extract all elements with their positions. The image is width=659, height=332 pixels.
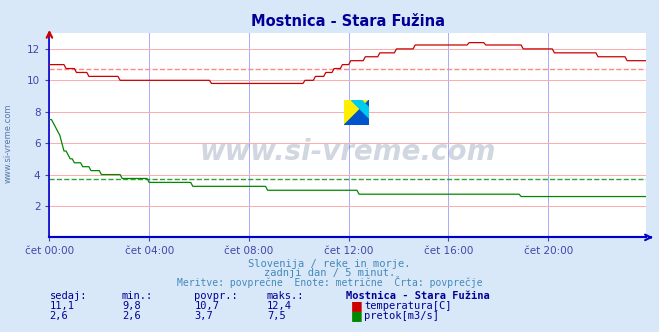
- Text: zadnji dan / 5 minut.: zadnji dan / 5 minut.: [264, 268, 395, 278]
- Title: Mostnica - Stara Fužina: Mostnica - Stara Fužina: [250, 14, 445, 29]
- Text: www.si-vreme.com: www.si-vreme.com: [200, 138, 496, 166]
- Text: 7,5: 7,5: [267, 311, 285, 321]
- Text: temperatura[C]: temperatura[C]: [364, 301, 452, 311]
- Polygon shape: [351, 100, 369, 118]
- Text: 3,7: 3,7: [194, 311, 213, 321]
- Text: sedaj:: sedaj:: [49, 291, 87, 301]
- Text: maks.:: maks.:: [267, 291, 304, 301]
- Text: 2,6: 2,6: [122, 311, 140, 321]
- Text: 2,6: 2,6: [49, 311, 68, 321]
- Text: ■: ■: [351, 309, 363, 322]
- Polygon shape: [344, 100, 369, 125]
- Text: povpr.:: povpr.:: [194, 291, 238, 301]
- Text: www.si-vreme.com: www.si-vreme.com: [3, 103, 13, 183]
- Text: 12,4: 12,4: [267, 301, 292, 311]
- Text: 9,8: 9,8: [122, 301, 140, 311]
- Text: Mostnica - Stara Fužina: Mostnica - Stara Fužina: [346, 291, 490, 301]
- Polygon shape: [344, 100, 369, 125]
- Text: Meritve: povprečne  Enote: metrične  Črta: povprečje: Meritve: povprečne Enote: metrične Črta:…: [177, 276, 482, 288]
- Text: min.:: min.:: [122, 291, 153, 301]
- Text: pretok[m3/s]: pretok[m3/s]: [364, 311, 440, 321]
- Text: ■: ■: [351, 299, 363, 312]
- Text: 10,7: 10,7: [194, 301, 219, 311]
- Text: 11,1: 11,1: [49, 301, 74, 311]
- Text: Slovenija / reke in morje.: Slovenija / reke in morje.: [248, 259, 411, 269]
